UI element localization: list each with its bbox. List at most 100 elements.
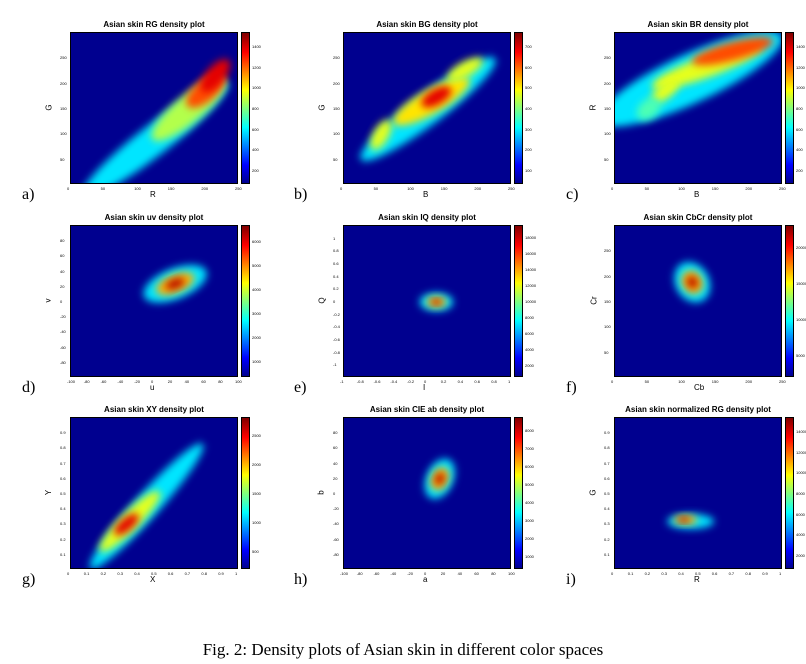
x-axis-label: u (150, 383, 155, 392)
y-tick-label: -0.8 (333, 349, 340, 355)
x-tick-label: 0.6 (474, 379, 480, 384)
colorbar-tick-label: 1200 (252, 64, 261, 70)
colorbar-tick-label: 1400 (796, 44, 805, 50)
x-tick-label: 20 (167, 379, 173, 384)
y-tick-label: -20 (60, 314, 66, 320)
y-tick-label: 0.1 (60, 551, 66, 557)
y-tick-label: 60 (333, 445, 338, 451)
x-tick-label: 0.6 (167, 571, 174, 576)
colorbar-tick-label: 1000 (252, 85, 261, 91)
y-tick-label: 0.9 (60, 430, 66, 436)
x-axis-label: R (694, 575, 700, 584)
x-tick-label: 0.9 (218, 571, 224, 576)
y-tick-label: 200 (333, 80, 340, 86)
x-tick-label: 250 (779, 186, 786, 191)
y-axis-label: G (317, 104, 327, 111)
y-tick-label: -0.2 (333, 311, 340, 317)
colorbar-tick-label: 8000 (525, 315, 534, 320)
y-tick-label: 0.6 (333, 261, 339, 266)
x-tick-label: 0.5 (151, 571, 157, 576)
density-heatmap (674, 261, 711, 303)
colorbar-tick-label: 100 (525, 167, 532, 173)
colorbar-tick-label: 16000 (525, 251, 537, 256)
y-tick-label: -0.4 (333, 324, 340, 330)
density-blob (447, 57, 483, 82)
y-tick-label: -80 (60, 359, 66, 365)
x-axis-label: R (150, 190, 156, 199)
colorbar-tick-label: 4000 (525, 347, 534, 352)
colorbar-tick-label: 400 (525, 106, 532, 111)
colorbar-tick-label: 2000 (252, 462, 261, 468)
colorbar-tick-label: 7000 (525, 446, 534, 451)
x-tick-label: 100 (235, 379, 242, 384)
y-axis-label: Q (317, 297, 327, 304)
y-tick-label: 60 (60, 253, 65, 259)
y-axis-label: b (316, 490, 326, 495)
y-tick-label: 0 (60, 299, 63, 304)
x-tick-label: 0.4 (457, 379, 464, 384)
x-tick-label: 150 (167, 186, 175, 191)
colorbar-tick-label: 1000 (252, 359, 261, 364)
density-blob (200, 59, 231, 93)
y-tick-label: 0.8 (604, 445, 610, 451)
density-plot-area (70, 417, 238, 569)
x-tick-label: 50 (373, 186, 379, 191)
x-axis-label: I (423, 383, 426, 392)
colorbar (514, 225, 523, 377)
colorbar-tick-label: 1500 (252, 491, 261, 496)
x-tick-label: 80 (218, 379, 223, 384)
x-tick-label: 0.9 (762, 571, 768, 576)
colorbar-tick-label: 600 (796, 126, 803, 132)
x-tick-label: -0.4 (390, 379, 398, 384)
y-tick-label: 0.2 (60, 536, 66, 542)
colorbar-tick-label: 200 (796, 167, 803, 173)
density-blob (636, 97, 661, 121)
x-tick-label: 50 (644, 379, 650, 384)
colorbar (514, 417, 523, 569)
colorbar-tick-label: 2000 (525, 363, 534, 368)
x-tick-label: 0.7 (728, 571, 735, 576)
y-tick-label: 50 (333, 156, 338, 162)
panel-letter: h) (294, 571, 308, 588)
x-tick-label: 50 (100, 186, 106, 191)
panel-letter: b) (294, 186, 308, 203)
x-tick-label: 1 (779, 571, 782, 576)
x-tick-label: -60 (100, 379, 107, 384)
colorbar-tick-label: 5000 (525, 482, 534, 487)
panel-title: Asian skin CbCr density plot (643, 213, 753, 222)
y-tick-label: 1 (333, 235, 336, 241)
y-tick-label: 0.2 (604, 536, 610, 542)
colorbar-tick-label: 5000 (796, 353, 805, 358)
x-tick-label: 100 (678, 379, 685, 384)
colorbar-tick-label: 600 (252, 126, 259, 132)
colorbar-tick-label: 700 (525, 44, 532, 50)
colorbar-tick-label: 3000 (525, 518, 534, 523)
y-tick-label: 200 (604, 80, 611, 86)
y-tick-label: 0.9 (604, 430, 610, 436)
panel-title: Asian skin XY density plot (104, 405, 204, 414)
colorbar-tick-label: 6000 (796, 511, 805, 517)
x-tick-label: 0 (151, 379, 154, 384)
y-tick-label: -60 (60, 344, 66, 350)
density-heatmap (143, 264, 207, 303)
y-tick-label: 0 (333, 491, 336, 496)
colorbar-tick-label: 200 (252, 167, 259, 173)
colorbar-tick-label: 5000 (252, 263, 261, 268)
x-tick-label: 0.1 (627, 571, 634, 576)
panel-letter: a) (22, 186, 35, 203)
density-heatmap (89, 443, 204, 568)
density-blob (114, 513, 139, 536)
x-axis-label: X (150, 575, 156, 584)
y-tick-label: -60 (333, 536, 339, 542)
x-tick-label: 40 (184, 379, 190, 384)
x-axis-label: B (423, 190, 429, 199)
colorbar (241, 32, 250, 184)
colorbar-tick-label: 800 (252, 106, 259, 111)
density-blob (370, 119, 392, 150)
x-tick-label: -60 (373, 571, 380, 576)
colorbar-tick-label: 8000 (796, 491, 805, 496)
panel-letter: d) (22, 379, 36, 396)
y-tick-label: 50 (60, 156, 65, 162)
colorbar-tick-label: 10000 (525, 299, 537, 304)
